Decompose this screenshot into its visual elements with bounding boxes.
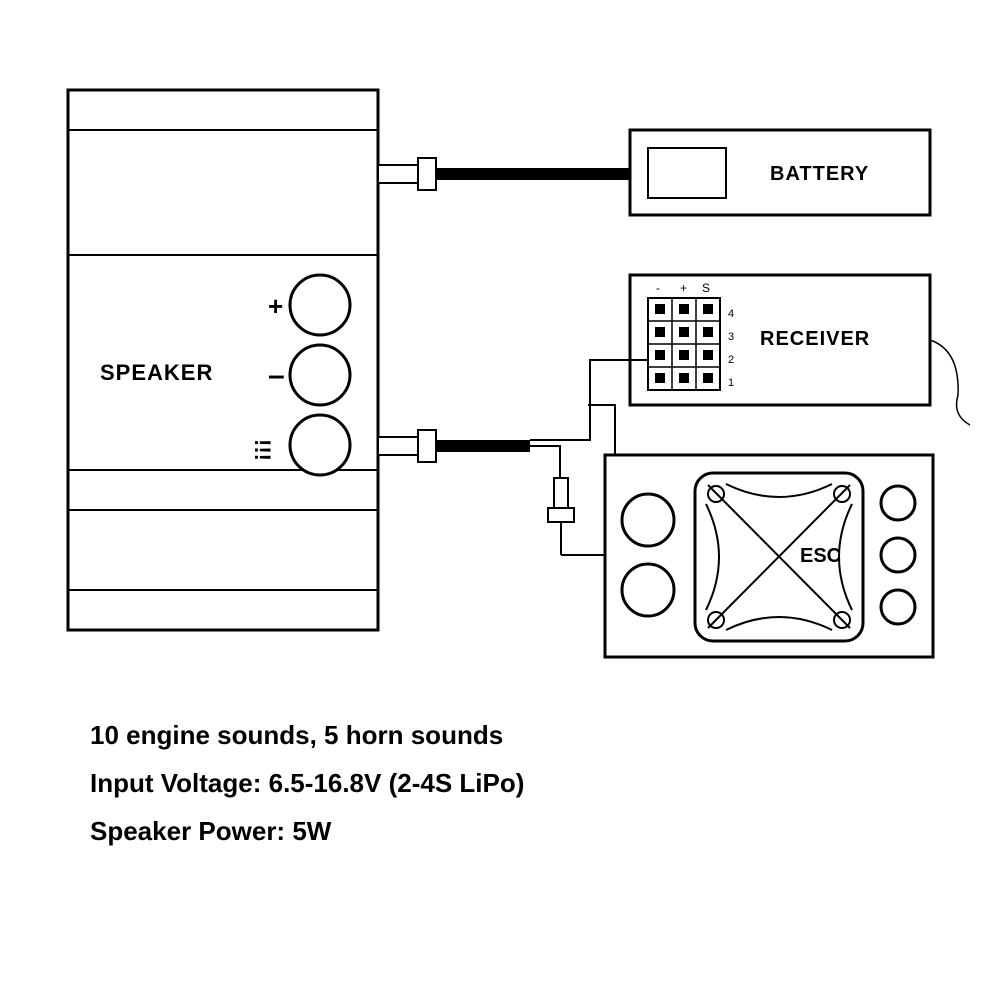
receiver-module: - + S 1 2 3 4 RECEIVER	[630, 275, 970, 425]
speaker-label: SPEAKER	[100, 360, 213, 385]
horn-button	[290, 415, 350, 475]
speaker-module: + – !!! SPEAKER	[68, 90, 378, 630]
antenna-wire	[930, 340, 970, 425]
battery-label: BATTERY	[770, 163, 869, 185]
row-3: 3	[728, 331, 734, 343]
plus-button	[290, 275, 350, 335]
pin-pos: +	[680, 281, 687, 295]
spec-line-1: 10 engine sounds, 5 horn sounds	[90, 720, 503, 751]
horn-symbol: !!!	[250, 439, 275, 461]
receiver-label: RECEIVER	[760, 328, 870, 350]
battery-module: BATTERY	[630, 130, 930, 215]
wiring-diagram: + – !!! SPEAKER BATTERY - + S 1	[0, 0, 1000, 700]
spec-line-2: Input Voltage: 6.5-16.8V (2-4S LiPo)	[90, 768, 524, 799]
minus-button	[290, 345, 350, 405]
plus-symbol: +	[268, 291, 283, 321]
pin-neg: -	[656, 281, 660, 295]
spec-line-3: Speaker Power: 5W	[90, 816, 331, 847]
minus-symbol: –	[268, 359, 285, 392]
esc-label: ESC	[800, 545, 841, 567]
row-4: 4	[728, 308, 734, 320]
row-2: 2	[728, 354, 734, 366]
esc-module: ESC	[605, 455, 933, 657]
pin-sig: S	[702, 281, 710, 295]
cable-speaker-battery	[378, 158, 630, 190]
row-1: 1	[728, 377, 734, 389]
